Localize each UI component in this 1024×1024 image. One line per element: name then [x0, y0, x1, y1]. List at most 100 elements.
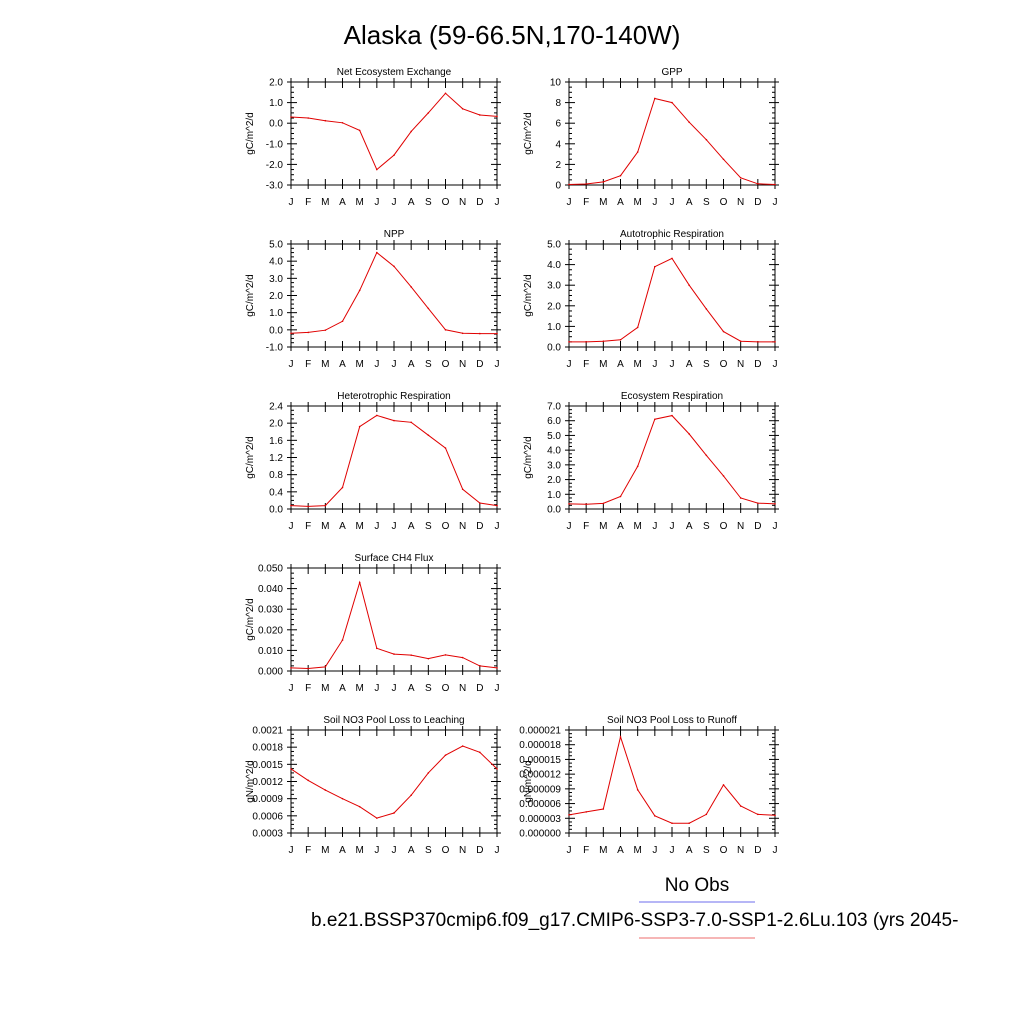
y-tick-label: -1.0 [266, 343, 284, 354]
data-point [757, 813, 759, 816]
x-tick-label: J [652, 521, 657, 532]
x-tick-label: J [670, 359, 675, 370]
y-tick-label: 0.020 [258, 625, 283, 636]
y-tick-label: 8 [555, 98, 561, 109]
x-tick-label: M [321, 359, 329, 370]
plot-frame [290, 405, 498, 510]
data-point [496, 768, 498, 770]
data-point [376, 414, 378, 417]
data-point [290, 332, 292, 335]
x-tick-label: A [617, 359, 624, 370]
x-tick-label: S [703, 197, 710, 208]
x-tick-label: A [408, 683, 415, 694]
data-point [496, 115, 498, 118]
data-point [654, 97, 656, 100]
chart-panel: Soil NO3 Pool Loss to RunoffgN/m^2/d0.00… [519, 715, 779, 856]
y-axis-label: gC/m^2/d [245, 436, 256, 479]
data-point [393, 265, 395, 268]
data-point [739, 340, 742, 343]
x-tick-label: M [633, 197, 641, 208]
data-point [479, 332, 481, 335]
x-tick-label: A [339, 359, 346, 370]
data-point [496, 332, 498, 335]
x-tick-label: A [408, 845, 415, 856]
y-axis-label: gC/m^2/d [245, 274, 256, 317]
x-tick-label: M [633, 359, 641, 370]
data-point [376, 817, 378, 819]
panel-title: Ecosystem Respiration [621, 391, 723, 402]
data-point [705, 308, 708, 310]
x-tick-label: M [599, 197, 607, 208]
data-point [568, 341, 570, 343]
x-tick-label: J [495, 359, 500, 370]
data-point [410, 654, 412, 656]
x-tick-label: A [339, 845, 346, 856]
data-point [324, 666, 327, 668]
x-tick-label: M [321, 521, 329, 532]
x-tick-label: J [670, 845, 675, 856]
y-tick-label: 7.0 [547, 402, 561, 413]
y-tick-label: 0.000009 [519, 784, 561, 795]
x-tick-label: J [374, 359, 379, 370]
data-point [688, 433, 690, 435]
data-point [358, 581, 361, 584]
x-tick-label: F [583, 521, 589, 532]
chart-panel: Surface CH4 Flux gC/m^2/d 0.000 0.010 0.020 0… [245, 553, 501, 694]
data-point [444, 329, 447, 331]
y-tick-label: 0.0003 [252, 829, 283, 840]
x-tick-label: J [773, 197, 778, 208]
y-tick-label: 2.0 [547, 301, 561, 312]
series-line [290, 414, 498, 507]
data-point [427, 772, 430, 774]
chart-panel: Autotrophic Respiration gC/m^2/d 0.0 1.0 2.0… [523, 229, 779, 370]
x-tick-label: J [289, 521, 294, 532]
x-tick-label: N [737, 845, 744, 856]
data-point [393, 154, 395, 156]
data-point [427, 434, 430, 436]
y-tick-label: 0.000021 [519, 726, 561, 737]
y-tick-label: 1.0 [547, 490, 561, 501]
x-tick-label: D [476, 521, 483, 532]
x-tick-label: J [392, 845, 397, 856]
y-tick-label: -2.0 [266, 160, 284, 171]
y-tick-label: 0.0009 [252, 794, 283, 805]
x-tick-label: D [754, 845, 761, 856]
y-tick-label: 10 [550, 78, 562, 89]
x-tick-label: S [703, 359, 710, 370]
y-tick-label: 0.0 [547, 505, 561, 516]
x-tick-label: F [583, 359, 589, 370]
data-point [479, 751, 481, 754]
y-tick-label: 0.0 [269, 325, 283, 336]
data-point [410, 794, 412, 797]
data-point [602, 340, 605, 343]
data-point [496, 667, 498, 669]
y-tick-label: 0.0 [269, 505, 283, 516]
y-tick-label: 0.0018 [252, 743, 283, 754]
x-tick-label: M [355, 845, 363, 856]
y-tick-label: 4 [555, 139, 561, 150]
x-tick-label: F [305, 359, 311, 370]
x-tick-label: S [425, 197, 432, 208]
data-point [341, 797, 344, 800]
x-tick-label: N [459, 197, 466, 208]
data-point [619, 174, 622, 177]
data-point [585, 341, 587, 343]
data-point [722, 475, 725, 477]
x-tick-label: M [321, 683, 329, 694]
x-tick-label: S [425, 683, 432, 694]
x-tick-label: A [339, 683, 346, 694]
legend-obs-label: No Obs [665, 875, 729, 896]
y-tick-label: 6 [555, 119, 561, 130]
x-tick-label: F [305, 683, 311, 694]
x-tick-label: J [567, 521, 572, 532]
series-line [290, 92, 498, 171]
y-tick-label: 3.0 [269, 274, 283, 285]
y-tick-label: 2 [555, 160, 561, 171]
y-tick-label: 0.0021 [252, 726, 283, 737]
x-tick-label: J [652, 845, 657, 856]
y-tick-label: 0.000006 [519, 799, 561, 810]
chart-panel: Net Ecosystem Exchange gC/m^2/d -3.0 -2.0 -1… [245, 67, 501, 208]
series-line [568, 415, 776, 505]
x-tick-label: A [686, 521, 693, 532]
